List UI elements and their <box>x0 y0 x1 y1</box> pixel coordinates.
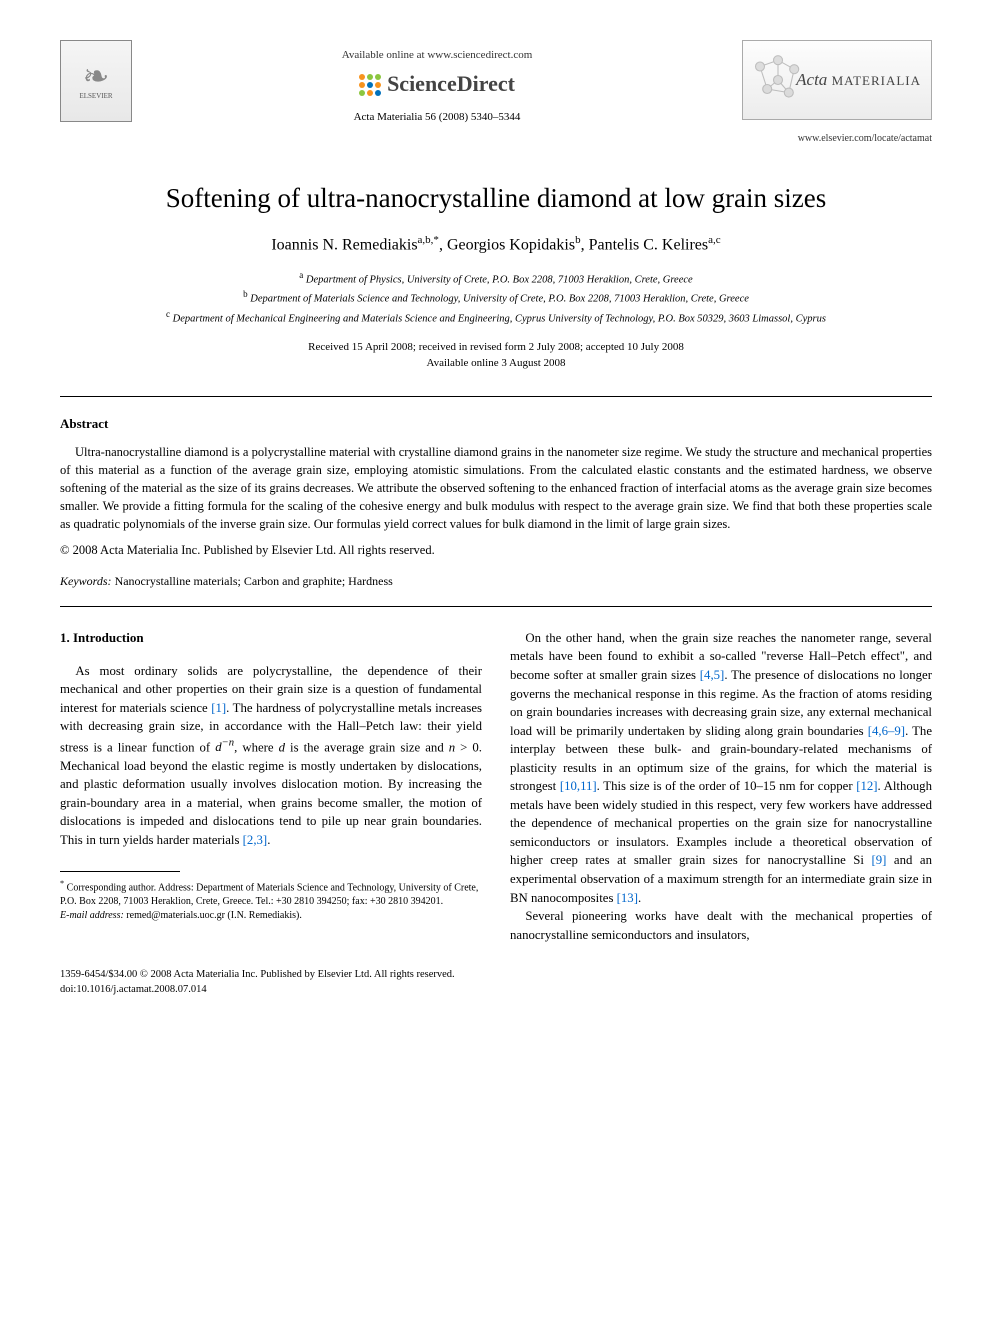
affiliation-line: a Department of Physics, University of C… <box>60 269 932 288</box>
affiliation-line: b Department of Materials Science and Te… <box>60 288 932 307</box>
ref-link[interactable]: [10,11] <box>560 779 597 793</box>
ref-link[interactable]: [9] <box>871 853 886 867</box>
ref-link[interactable]: [4,5] <box>700 668 725 682</box>
aff-text: Department of Materials Science and Tech… <box>250 294 749 305</box>
footnote-star-icon: * <box>60 879 64 888</box>
body-paragraph: Several pioneering works have dealt with… <box>510 907 932 944</box>
section-heading: 1. Introduction <box>60 629 482 648</box>
journal-name: Acta MATERIALIA <box>796 68 921 92</box>
aff-text: Department of Mechanical Engineering and… <box>173 313 826 324</box>
keywords-text: Nanocrystalline materials; Carbon and gr… <box>112 574 393 588</box>
sciencedirect-dots-icon <box>359 74 381 96</box>
footnote-email: remed@materials.uoc.gr <box>124 910 228 921</box>
column-left: 1. Introduction As most ordinary solids … <box>60 629 482 944</box>
body-text: . <box>638 891 641 905</box>
abstract-body: Ultra-nanocrystalline diamond is a polyc… <box>60 443 932 534</box>
sd-dot <box>359 90 365 96</box>
ref-link[interactable]: [1] <box>211 701 226 715</box>
affiliations: a Department of Physics, University of C… <box>60 269 932 327</box>
ref-link[interactable]: [12] <box>856 779 877 793</box>
affiliation-line: c Department of Mechanical Engineering a… <box>60 308 932 327</box>
sciencedirect-text: ScienceDirect <box>387 69 515 100</box>
doi-line: doi:10.1016/j.actamat.2008.07.014 <box>60 983 932 998</box>
ref-link[interactable]: [13] <box>617 891 638 905</box>
rule-bottom <box>60 606 932 607</box>
header-center: Available online at www.sciencedirect.co… <box>132 40 742 126</box>
available-online-text: Available online at www.sciencedirect.co… <box>132 48 742 63</box>
journal-url: www.elsevier.com/locate/actamat <box>60 132 932 146</box>
footnote-email-who: (I.N. Remediakis). <box>227 910 301 921</box>
body-text: is the average grain size and <box>285 740 449 754</box>
article-dates: Received 15 April 2008; received in revi… <box>60 339 932 372</box>
authors-line: Ioannis N. Remediakisa,b,*, Georgios Kop… <box>60 233 932 257</box>
abstract-heading: Abstract <box>60 415 932 433</box>
body-text: . This size is of the order of 10–15 nm … <box>597 779 857 793</box>
author: Georgios Kopidakis <box>447 237 575 254</box>
citation-line: Acta Materialia 56 (2008) 5340–5344 <box>132 110 742 125</box>
received-line: Received 15 April 2008; received in revi… <box>60 339 932 356</box>
aff-text: Department of Physics, University of Cre… <box>306 275 693 286</box>
body-text: . <box>267 833 270 847</box>
footnote-rule <box>60 871 180 872</box>
journal-structure-icon <box>751 53 805 107</box>
doi-block: 1359-6454/$34.00 © 2008 Acta Materialia … <box>60 968 932 997</box>
online-line: Available online 3 August 2008 <box>60 355 932 372</box>
journal-brand-block: Acta MATERIALIA <box>742 40 932 120</box>
article-title: Softening of ultra-nanocrystalline diamo… <box>60 182 932 216</box>
elsevier-label: ELSEVIER <box>79 92 112 102</box>
corresponding-footnote: * Corresponding author. Address: Departm… <box>60 878 482 922</box>
footnote-email-label: E-mail address: <box>60 910 124 921</box>
author-aff: b <box>575 234 581 246</box>
ref-link[interactable]: [4,6–9] <box>868 724 905 738</box>
footnote-corr: Corresponding author. Address: Departmen… <box>60 883 478 908</box>
body-paragraph: As most ordinary solids are polycrystall… <box>60 662 482 850</box>
sciencedirect-logo: ScienceDirect <box>132 69 742 100</box>
keywords-label: Keywords: <box>60 574 112 588</box>
sd-dot <box>367 74 373 80</box>
author: Ioannis N. Remediakis <box>271 237 417 254</box>
sd-dot <box>367 90 373 96</box>
elsevier-tree-icon: ❧ <box>83 60 110 92</box>
author: Pantelis C. Kelires <box>589 237 709 254</box>
journal-logo: Acta MATERIALIA <box>742 40 932 120</box>
doi-copyright-line: 1359-6454/$34.00 © 2008 Acta Materialia … <box>60 968 932 983</box>
keywords-line: Keywords: Nanocrystalline materials; Car… <box>60 573 932 590</box>
ref-link[interactable]: [2,3] <box>243 833 268 847</box>
math-var: d−n <box>215 740 234 754</box>
author-aff: a,c <box>708 234 721 246</box>
body-text: , where <box>234 740 279 754</box>
sd-dot <box>367 82 373 88</box>
rule-top <box>60 396 932 397</box>
elsevier-logo: ❧ ELSEVIER <box>60 40 132 122</box>
sd-dot <box>359 82 365 88</box>
author-aff: a,b,* <box>418 234 439 246</box>
body-columns: 1. Introduction As most ordinary solids … <box>60 629 932 944</box>
header-row: ❧ ELSEVIER Available online at www.scien… <box>60 40 932 126</box>
sd-dot <box>375 90 381 96</box>
aff-sup: b <box>243 289 248 299</box>
abstract-copyright: © 2008 Acta Materialia Inc. Published by… <box>60 542 932 560</box>
column-right: On the other hand, when the grain size r… <box>510 629 932 944</box>
body-paragraph: On the other hand, when the grain size r… <box>510 629 932 907</box>
sd-dot <box>359 74 365 80</box>
aff-sup: c <box>166 309 170 319</box>
sd-dot <box>375 82 381 88</box>
sd-dot <box>375 74 381 80</box>
aff-sup: a <box>299 270 303 280</box>
journal-name-sc: MATERIALIA <box>832 73 921 88</box>
body-text: > 0. Mechanical load beyond the elastic … <box>60 740 482 847</box>
